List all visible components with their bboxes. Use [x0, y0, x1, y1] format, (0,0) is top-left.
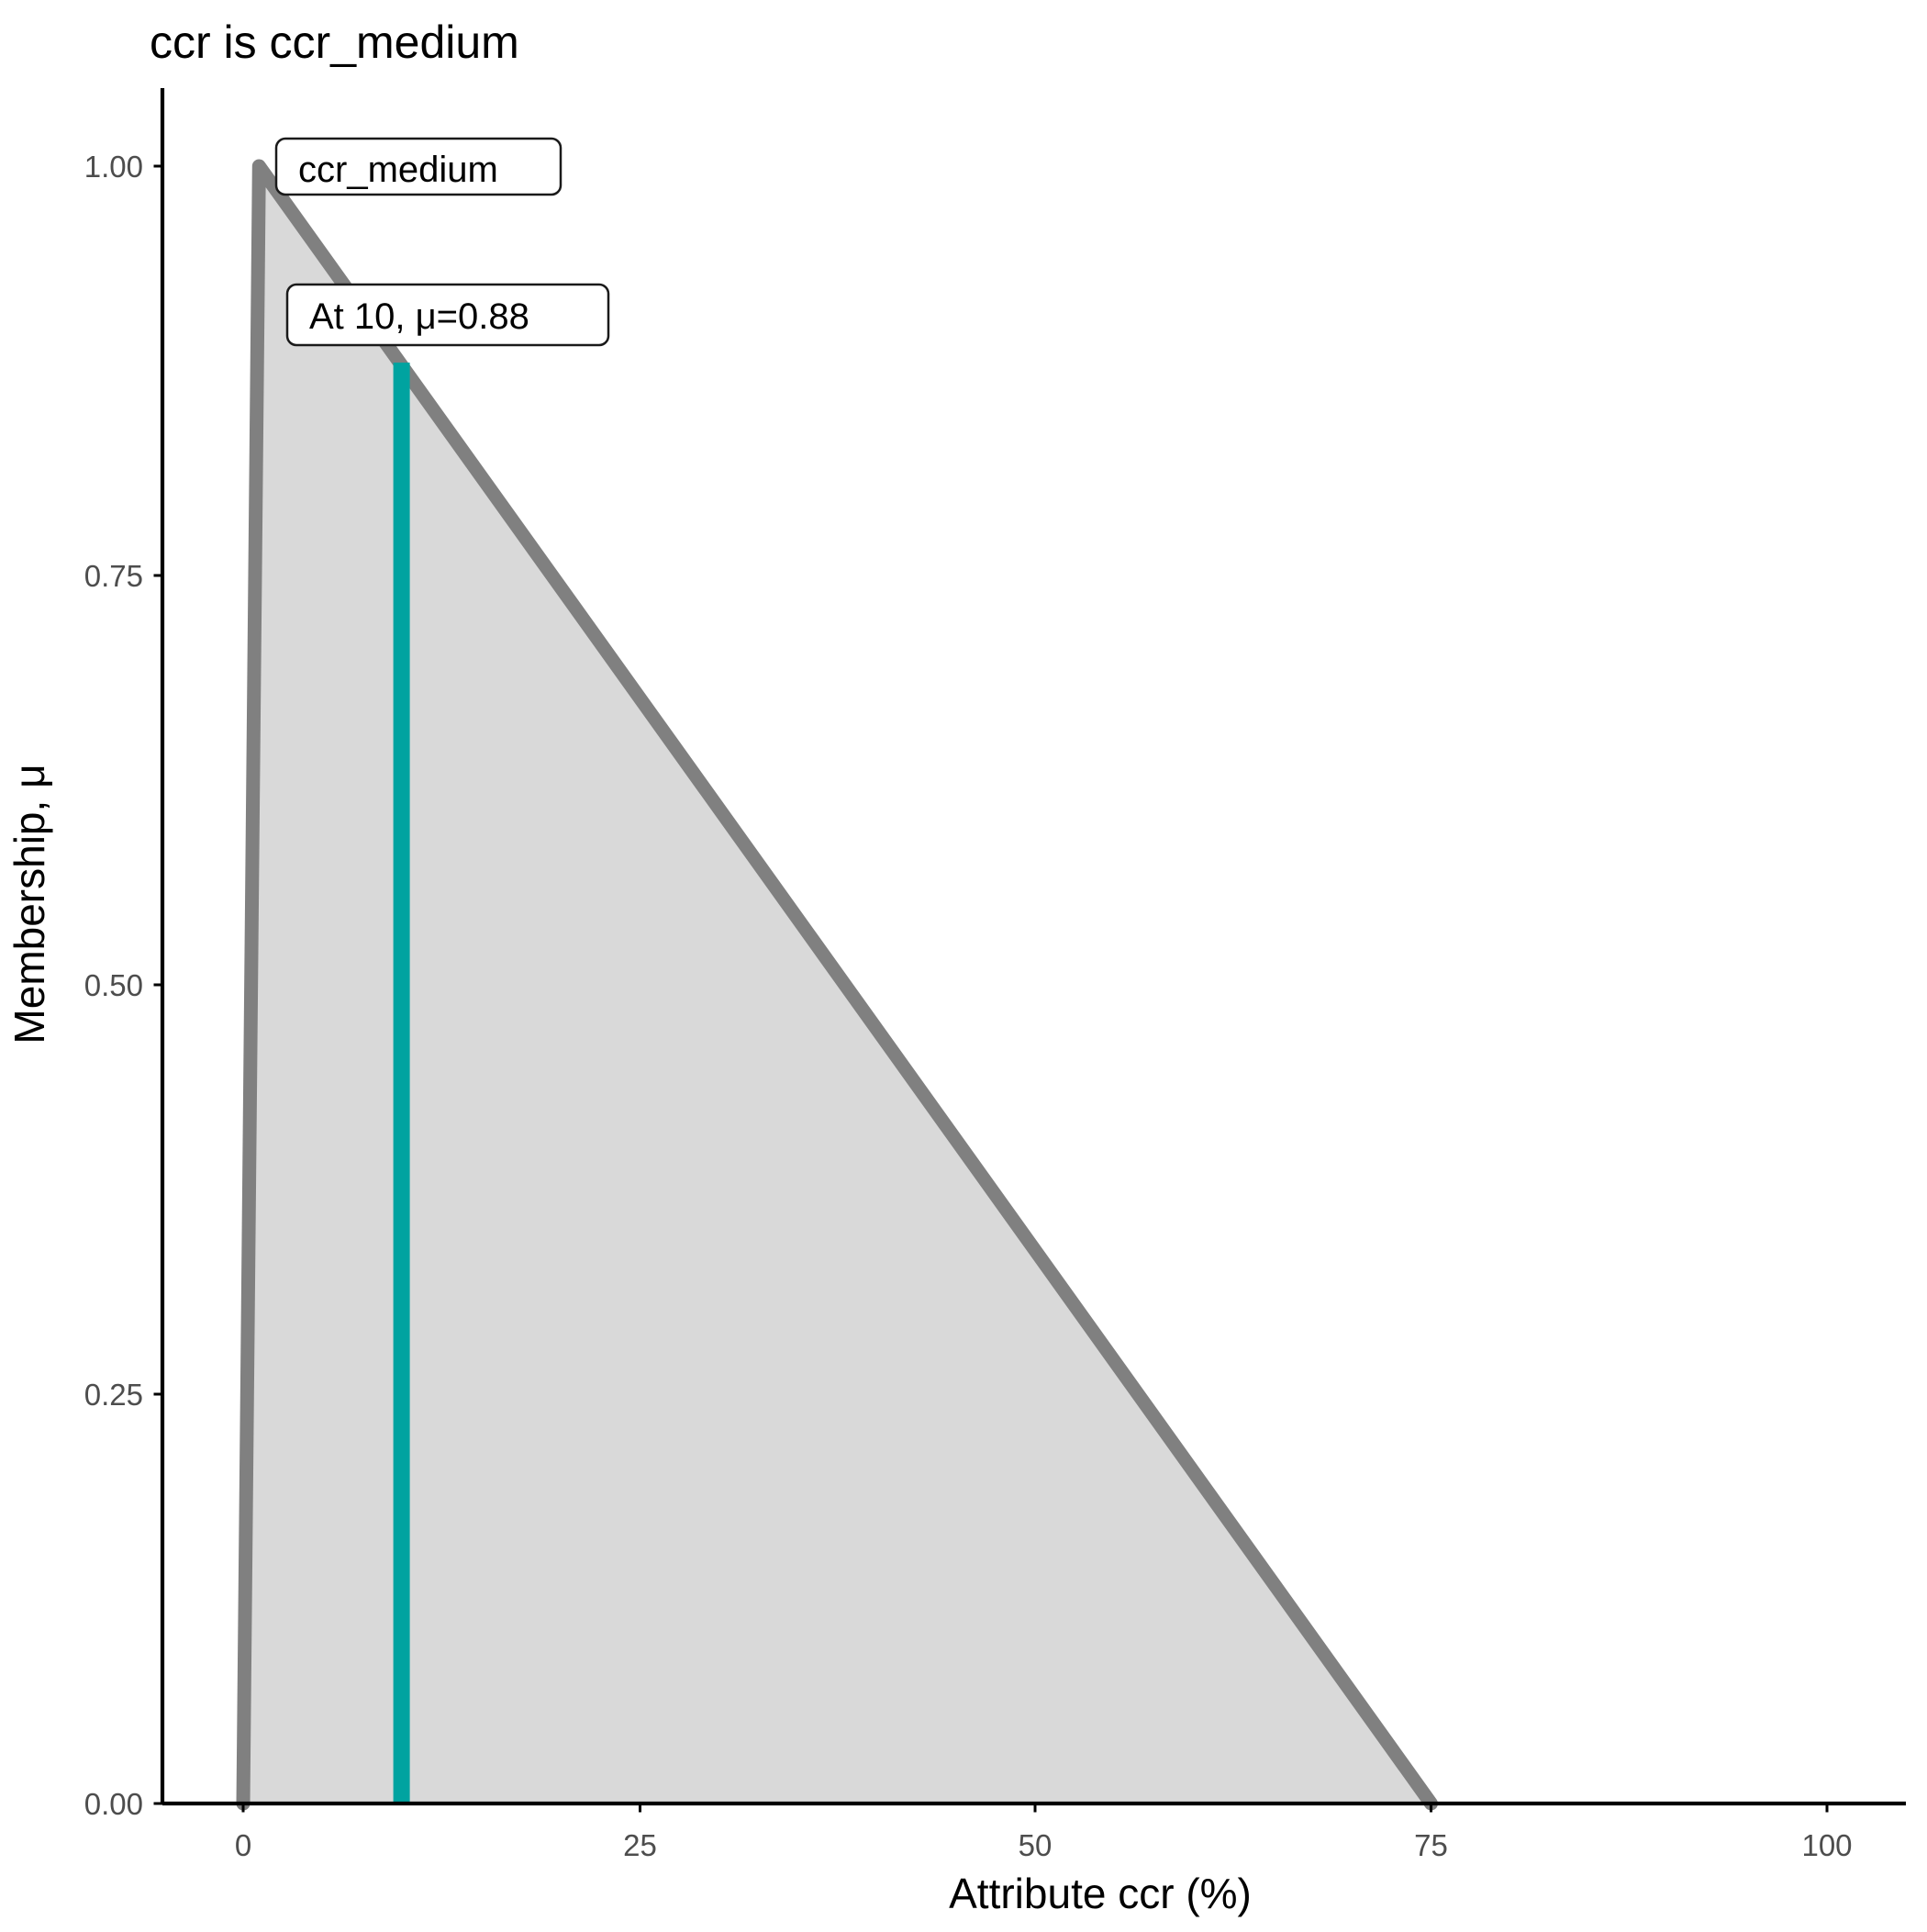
svg-text:ccr is ccr_medium: ccr is ccr_medium	[150, 17, 519, 68]
svg-text:0.25: 0.25	[84, 1378, 143, 1412]
svg-text:0.00: 0.00	[84, 1787, 143, 1821]
svg-text:At 10, μ=0.88: At 10, μ=0.88	[309, 296, 529, 337]
svg-text:50: 50	[1019, 1828, 1053, 1862]
svg-text:100: 100	[1801, 1828, 1852, 1862]
svg-text:75: 75	[1414, 1828, 1448, 1862]
svg-text:ccr_medium: ccr_medium	[298, 150, 498, 190]
svg-text:25: 25	[623, 1828, 657, 1862]
svg-text:0.50: 0.50	[84, 968, 143, 1002]
svg-text:0.75: 0.75	[84, 559, 143, 593]
svg-text:0: 0	[235, 1828, 251, 1862]
svg-text:1.00: 1.00	[84, 150, 143, 184]
svg-text:Membership, μ: Membership, μ	[6, 764, 53, 1044]
svg-text:Attribute ccr (%): Attribute ccr (%)	[949, 1870, 1252, 1917]
